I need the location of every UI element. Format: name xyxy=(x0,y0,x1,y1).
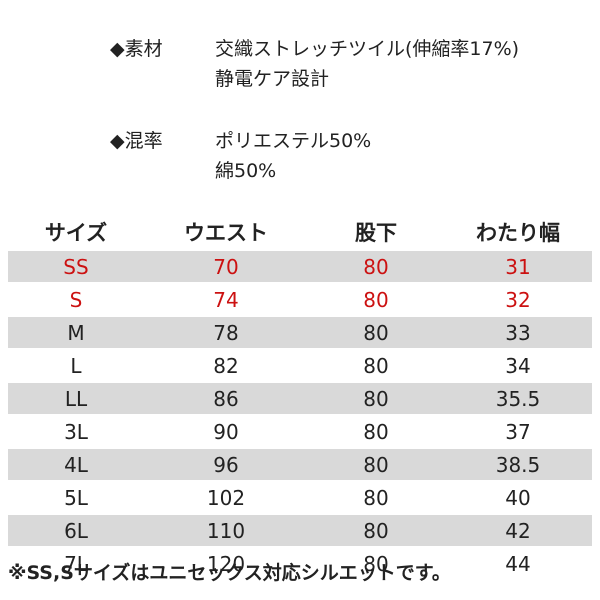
blend-label: ◆混率 xyxy=(110,130,163,152)
table-row: SS 70 80 31 xyxy=(8,249,592,284)
waist-cell: 82 xyxy=(213,353,239,378)
size-cell: S xyxy=(69,287,83,312)
header-size: サイズ xyxy=(44,221,108,245)
waist-cell: 96 xyxy=(144,447,308,482)
thigh-cell: 35.5 xyxy=(444,381,592,416)
header-inseam: 股下 xyxy=(355,221,397,245)
waist-cell: 86 xyxy=(144,381,308,416)
inseam-cell: 80 xyxy=(363,485,389,510)
table-row: 4L 96 80 38.5 xyxy=(8,447,592,482)
thigh-cell: 42 xyxy=(444,513,592,548)
table-row: 5L 102 80 40 xyxy=(8,481,592,514)
material-value: 交織ストレッチツイル(伸縮率17%) xyxy=(215,38,520,60)
size-cell: 6L xyxy=(8,513,144,548)
table-row: 3L 90 80 37 xyxy=(8,415,592,448)
inseam-cell: 80 xyxy=(308,381,444,416)
waist-cell: 90 xyxy=(213,419,239,444)
waist-cell: 120 xyxy=(206,551,246,576)
inseam-cell: 80 xyxy=(363,353,389,378)
table-row: 7L 120 80 44 xyxy=(8,547,592,579)
table-row: LL 86 80 35.5 xyxy=(8,381,592,416)
inseam-cell: 80 xyxy=(363,419,389,444)
waist-cell: 110 xyxy=(144,513,308,548)
blend-polyester: ポリエステル50% xyxy=(215,130,372,152)
thigh-cell: 32 xyxy=(505,287,531,312)
thigh-cell: 38.5 xyxy=(444,447,592,482)
size-cell: 7L xyxy=(64,551,88,576)
waist-cell: 70 xyxy=(144,249,308,284)
material-label: ◆素材 xyxy=(110,38,163,60)
size-cell: 4L xyxy=(8,447,144,482)
waist-cell: 74 xyxy=(213,287,239,312)
table-row: L 82 80 34 xyxy=(8,349,592,382)
inseam-cell: 80 xyxy=(308,315,444,350)
thigh-cell: 31 xyxy=(444,249,592,284)
thigh-cell: 44 xyxy=(505,551,531,576)
table-row: S 74 80 32 xyxy=(8,283,592,316)
size-cell: M xyxy=(8,315,144,350)
waist-cell: 102 xyxy=(206,485,246,510)
thigh-cell: 33 xyxy=(444,315,592,350)
size-cell: SS xyxy=(8,249,144,284)
inseam-cell: 80 xyxy=(363,287,389,312)
thigh-cell: 34 xyxy=(505,353,531,378)
material-note: 静電ケア設計 xyxy=(215,68,330,90)
thigh-cell: 40 xyxy=(505,485,531,510)
size-cell: 5L xyxy=(64,485,88,510)
waist-cell: 78 xyxy=(144,315,308,350)
header-waist: ウエスト xyxy=(184,221,268,245)
inseam-cell: 80 xyxy=(308,513,444,548)
blend-cotton: 綿50% xyxy=(215,160,277,182)
inseam-cell: 80 xyxy=(363,551,389,576)
unisex-footnote: ※SS,Sサイズはユニセックス対応シルエットです。 xyxy=(8,562,451,584)
table-header-row: サイズ ウエスト 股下 わたり幅 xyxy=(8,215,592,250)
thigh-cell: 37 xyxy=(505,419,531,444)
header-thigh: わたり幅 xyxy=(476,221,560,245)
table-row: 6L 110 80 42 xyxy=(8,513,592,548)
size-cell: L xyxy=(70,353,82,378)
table-row: M 78 80 33 xyxy=(8,315,592,350)
size-cell: 3L xyxy=(64,419,88,444)
inseam-cell: 80 xyxy=(308,249,444,284)
size-table: サイズ ウエスト 股下 わたり幅 SS 70 80 31 S 74 80 32 … xyxy=(8,215,592,579)
inseam-cell: 80 xyxy=(308,447,444,482)
size-cell: LL xyxy=(8,381,144,416)
